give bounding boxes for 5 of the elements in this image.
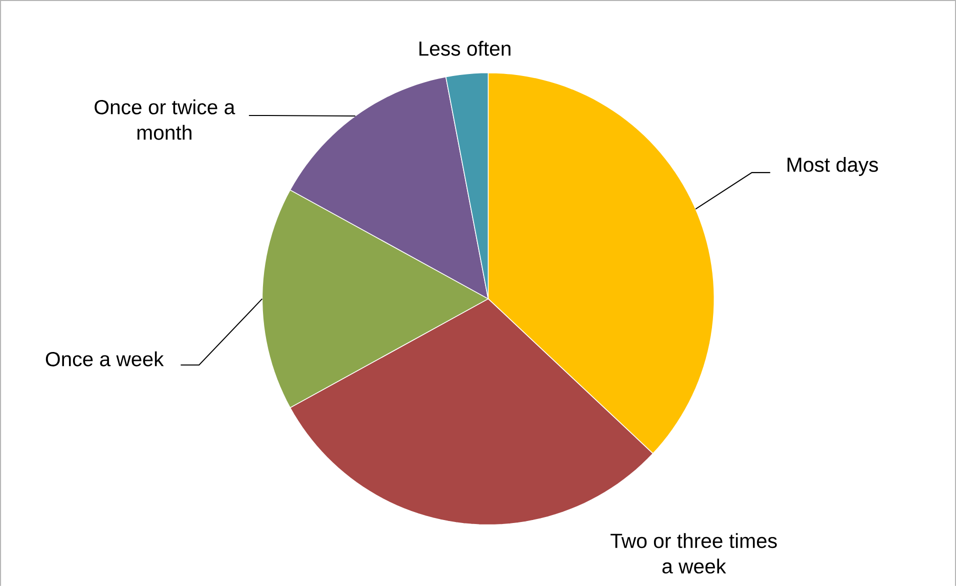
slice-label: Once or twice a month	[94, 99, 236, 140]
slice-label: Once a week	[46, 351, 164, 366]
slice-label: Most days	[788, 156, 878, 176]
slice-label: Less often	[419, 40, 510, 56]
slice-label: Two or three times a week	[610, 532, 777, 574]
